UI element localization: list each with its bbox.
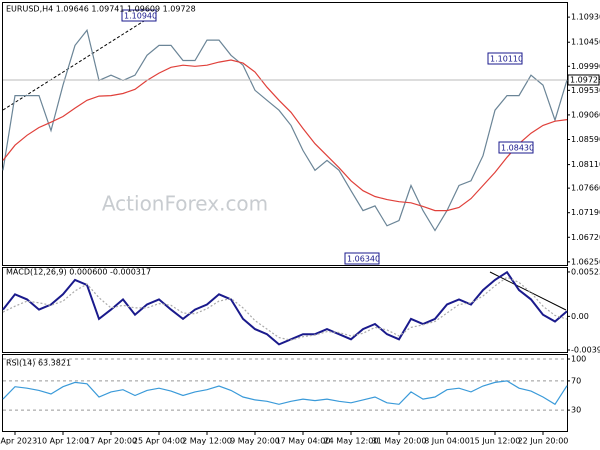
x-tick-label: 2 May 12:00 (182, 437, 232, 446)
rsi-pane (2, 354, 568, 432)
y-tick-label: 1.06250 (571, 257, 600, 266)
x-tick-label: 10 Apr 12:00 (37, 437, 89, 446)
annotation: 1.06340 (347, 255, 380, 264)
annotation: 1.10110 (490, 55, 523, 64)
y-tick-label: 0.005234 (571, 267, 600, 276)
y-tick-label: 1.10930 (571, 13, 600, 22)
annotation: 1.10940 (124, 12, 157, 21)
x-tick-label: 31 May 20:00 (372, 437, 427, 446)
pane-title: RSI(14) 63.3821 (6, 359, 71, 368)
series-line (2, 380, 568, 406)
pane-title: EURUSD,H4 1.09646 1.09741 1.09609 1.0972… (6, 5, 196, 14)
x-tick-label: 25 Apr 04:00 (133, 437, 185, 446)
annotation: 1.08430 (501, 144, 534, 153)
series-line (2, 59, 568, 212)
x-tick-label: 15 Jun 12:00 (470, 437, 521, 446)
watermark: ActionForex.com (102, 192, 268, 216)
y-tick-label: 1.10450 (571, 38, 600, 47)
annotation-box (487, 52, 523, 65)
price-pane (2, 2, 568, 266)
current-price-label: 1.09728 (570, 75, 600, 84)
pane-title: MACD(12,26,9) 0.000600 -0.000317 (6, 268, 151, 277)
series-line (2, 28, 568, 232)
x-tick-label: 8 Jun 04:00 (424, 437, 470, 446)
annotation-box (498, 141, 534, 154)
annotation-box (121, 9, 157, 22)
x-tick-label: 3 Apr 2023 (0, 437, 37, 446)
y-tick-label: 1.09990 (571, 62, 600, 71)
annotation-box (344, 252, 380, 265)
x-tick-label: 17 Apr 20:00 (85, 437, 137, 446)
y-tick-label: 1.07190 (571, 208, 600, 217)
y-tick-label: -0.003966 (571, 346, 600, 355)
trend-line (489, 271, 567, 311)
y-tick-label: 1.09060 (571, 110, 600, 119)
x-tick-label: 24 May 12:00 (324, 437, 379, 446)
x-tick-label: 9 May 20:00 (230, 437, 280, 446)
series-line (2, 276, 568, 341)
y-tick-label: 1.09530 (571, 86, 600, 95)
current-price-box (567, 74, 600, 86)
x-tick-label: 22 Jun 20:00 (518, 437, 569, 446)
y-tick-label: 0.00 (571, 312, 589, 321)
y-tick-label: 1.07660 (571, 184, 600, 193)
macd-pane (2, 267, 568, 353)
y-tick-label: 70 (571, 376, 581, 385)
y-tick-label: 100 (571, 355, 586, 364)
y-tick-label: 1.08590 (571, 135, 600, 144)
y-tick-label: 1.06720 (571, 233, 600, 242)
y-tick-label: 30 (571, 406, 581, 415)
x-tick-label: 17 May 04:00 (276, 437, 331, 446)
y-tick-label: 1.08110 (571, 160, 600, 169)
